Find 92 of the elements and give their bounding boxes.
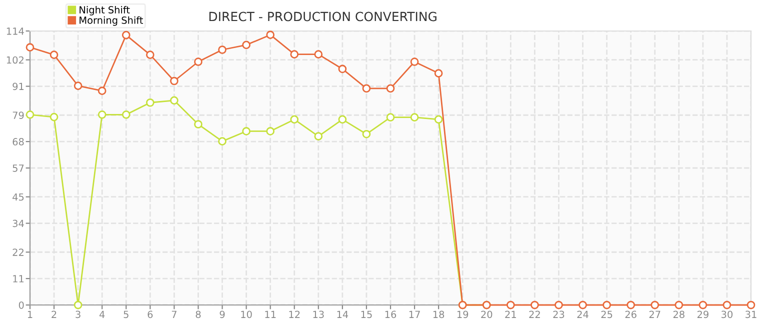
x-tick-label: 16 <box>385 310 396 318</box>
point <box>338 115 347 124</box>
point <box>338 64 347 74</box>
point <box>26 43 34 52</box>
point <box>626 300 635 310</box>
point <box>170 96 178 105</box>
x-tick-label: 13 <box>313 310 324 318</box>
point <box>386 84 395 93</box>
y-tick-label: 68 <box>12 138 24 146</box>
x-tick-label: 24 <box>577 310 588 318</box>
y-tick-label: 79 <box>12 112 24 119</box>
y-tick-label: 114 <box>6 28 24 35</box>
point <box>50 112 58 122</box>
point <box>242 40 250 50</box>
point <box>74 300 82 310</box>
point <box>314 132 323 140</box>
x-tick-label: 30 <box>722 310 733 318</box>
x-tick-label: 4 <box>99 310 105 318</box>
x-tick-label: 17 <box>409 310 420 318</box>
y-tick-label: 57 <box>12 164 24 172</box>
point <box>266 127 274 136</box>
point <box>74 82 82 90</box>
point <box>146 50 154 59</box>
y-tick-label: 22 <box>12 248 24 256</box>
x-tick-label: 27 <box>649 310 660 318</box>
x-tick-label: 15 <box>361 310 372 318</box>
point <box>698 300 708 310</box>
x-tick-label: 23 <box>553 310 564 318</box>
x-tick-label: 29 <box>697 310 708 318</box>
x-tick-label: 28 <box>673 310 684 318</box>
x-tick-label: 6 <box>148 310 153 318</box>
point <box>218 137 226 146</box>
x-tick-label: 7 <box>172 310 176 318</box>
x-tick-label: 22 <box>529 310 540 318</box>
point <box>386 113 395 122</box>
x-tick-label: 18 <box>433 310 444 318</box>
point <box>578 300 587 310</box>
point <box>242 127 250 136</box>
x-tick-label: 9 <box>220 310 225 318</box>
point <box>530 300 539 310</box>
point <box>410 113 419 122</box>
x-tick-label: 25 <box>601 310 612 318</box>
point <box>290 50 299 58</box>
point <box>122 30 130 40</box>
point <box>98 86 106 96</box>
x-tick-label: 14 <box>337 310 348 318</box>
y-tick-label: 45 <box>12 193 24 201</box>
point <box>266 30 274 40</box>
point <box>410 58 419 66</box>
x-tick-label: 2 <box>52 310 56 318</box>
legend-label: Night Shift <box>80 6 130 16</box>
point <box>362 84 371 93</box>
x-tick-label: 20 <box>481 310 492 318</box>
x-tick-label: 31 <box>746 310 756 318</box>
chart-title: DIRECT - PRODUCTION CONVERTING <box>209 12 436 22</box>
point <box>50 50 58 59</box>
x-tick-label: 26 <box>625 310 636 318</box>
x-tick-label: 11 <box>265 310 276 318</box>
point <box>602 300 611 310</box>
x-tick-label: 1 <box>28 310 32 318</box>
point <box>722 300 732 310</box>
point <box>194 120 202 128</box>
point <box>146 98 154 107</box>
point <box>434 69 443 78</box>
point <box>26 110 34 119</box>
x-tick-label: 21 <box>505 310 516 318</box>
legend-label: Morning Shift <box>80 16 144 26</box>
point <box>122 110 130 119</box>
x-tick-label: 3 <box>76 310 80 318</box>
y-tick-label: 34 <box>12 220 24 228</box>
point <box>170 76 178 86</box>
point <box>362 130 371 138</box>
x-tick-label: 8 <box>196 310 201 318</box>
y-tick-label: 0 <box>18 301 24 309</box>
point <box>290 115 299 124</box>
point <box>314 50 323 58</box>
point <box>554 300 563 310</box>
point <box>506 300 515 310</box>
point <box>746 300 756 310</box>
point <box>194 58 202 66</box>
y-tick-label: 91 <box>12 82 24 90</box>
point <box>218 46 226 54</box>
point <box>650 300 660 310</box>
point <box>98 110 106 119</box>
x-tick-label: 10 <box>241 310 252 318</box>
y-tick-label: 11 <box>13 275 24 282</box>
point <box>674 300 684 310</box>
y-tick-label: 102 <box>6 56 24 64</box>
point <box>434 115 443 124</box>
x-tick-label: 19 <box>457 310 468 318</box>
x-tick-label: 12 <box>289 310 300 318</box>
x-tick-label: 5 <box>124 310 128 318</box>
